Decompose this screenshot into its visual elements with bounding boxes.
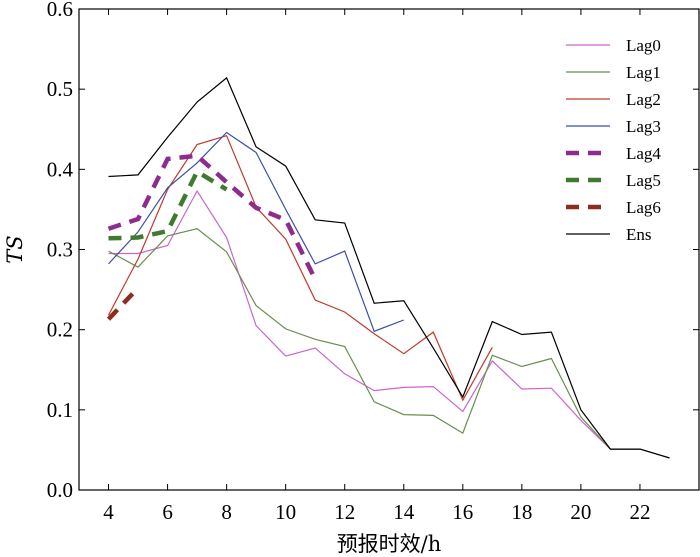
series-line-lag2	[107, 134, 493, 402]
y-tick-label: 0.4	[47, 157, 74, 181]
x-tick-label: 22	[629, 500, 650, 524]
x-tick-label: 4	[103, 500, 114, 524]
series-line-lag3	[108, 131, 405, 333]
legend-label-lag1: Lag1	[626, 63, 661, 82]
series-line-lag5	[108, 168, 228, 241]
x-tick-label: 20	[570, 500, 591, 524]
y-tick-label: 0.6	[47, 0, 73, 21]
legend-label-lag0: Lag0	[626, 36, 661, 55]
x-tick-label: 8	[221, 500, 232, 524]
series-line-lag6	[106, 286, 140, 321]
series-line-ens	[108, 76, 670, 459]
y-tick-label: 0.0	[47, 478, 73, 502]
legend: Lag0 Lag1 Lag2 Lag3 Lag4 Lag5 Lag6 Ens	[566, 36, 661, 244]
x-tick-label: 18	[511, 500, 532, 524]
legend-label-lag3: Lag3	[626, 117, 661, 136]
y-axis-title: TS	[3, 235, 27, 263]
y-tick-label: 0.2	[47, 318, 73, 342]
x-tick-label: 12	[334, 500, 355, 524]
x-tick-label: 16	[452, 500, 473, 524]
legend-label-lag2: Lag2	[626, 90, 661, 109]
series-line-lag4	[107, 153, 318, 281]
legend-label-lag5: Lag5	[626, 171, 661, 190]
x-axis-title: 预报时效/h	[337, 532, 442, 556]
x-tick-label: 14	[393, 500, 415, 524]
series-line-lag1	[108, 228, 670, 459]
ticks-layer: 4 6 8 10 12 14 16 18 20 22 0.0 0.1 0.2 0.3 0.4 0.5 0.6	[47, 0, 699, 524]
legend-label-lag6: Lag6	[626, 198, 661, 217]
y-tick-label: 0.3	[47, 238, 73, 262]
x-tick-label: 10	[275, 500, 296, 524]
y-tick-label: 0.5	[47, 77, 73, 101]
x-tick-label: 6	[162, 500, 173, 524]
y-tick-label: 0.1	[47, 398, 73, 422]
plot-frame	[78, 8, 700, 491]
legend-label-lag4: Lag4	[626, 144, 661, 163]
series-line-lag0	[108, 189, 670, 459]
legend-label-ens: Ens	[626, 225, 652, 244]
series-layer	[106, 76, 670, 459]
